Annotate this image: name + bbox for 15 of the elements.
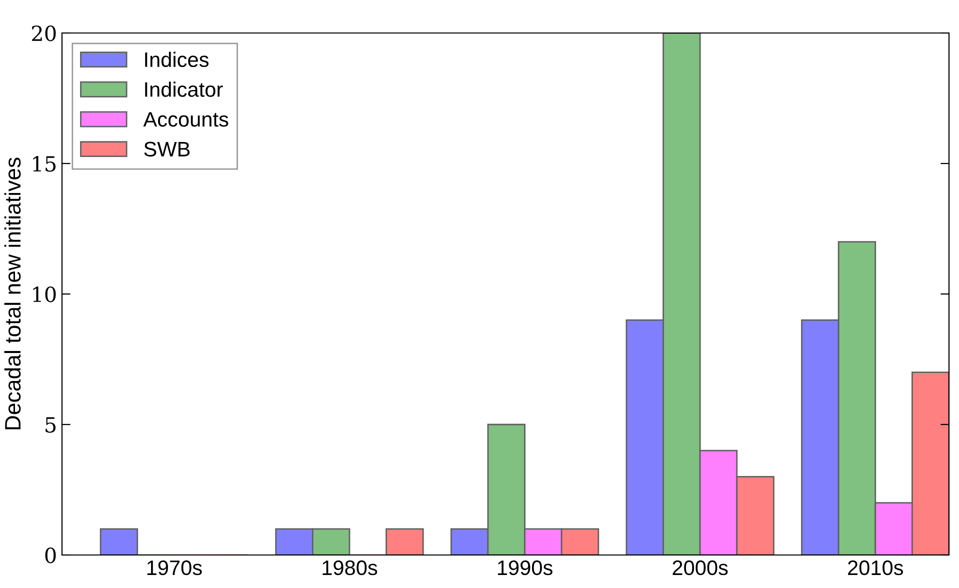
x-tick-label: 1980s: [322, 560, 378, 576]
y-tick-label: 10: [33, 286, 56, 302]
x-tick-label: 1970s: [147, 560, 202, 576]
x-tick-label: 1990s: [498, 560, 552, 576]
legend-label: Indices: [145, 52, 209, 68]
x-tick-label: 2000s: [672, 560, 728, 576]
y-tick-label: 20: [32, 25, 56, 42]
legend-label: Indicator: [145, 82, 223, 97]
legend-label: Accounts: [143, 112, 228, 127]
y-tick-label: 15: [33, 156, 56, 172]
y-tick-label: 0: [45, 547, 56, 564]
y-axis-title: Decadal total new initiatives: [4, 158, 21, 430]
legend-label: SWB: [144, 142, 190, 157]
y-tick-label: 5: [46, 417, 56, 433]
x-tick-label: 2010s: [848, 560, 904, 576]
